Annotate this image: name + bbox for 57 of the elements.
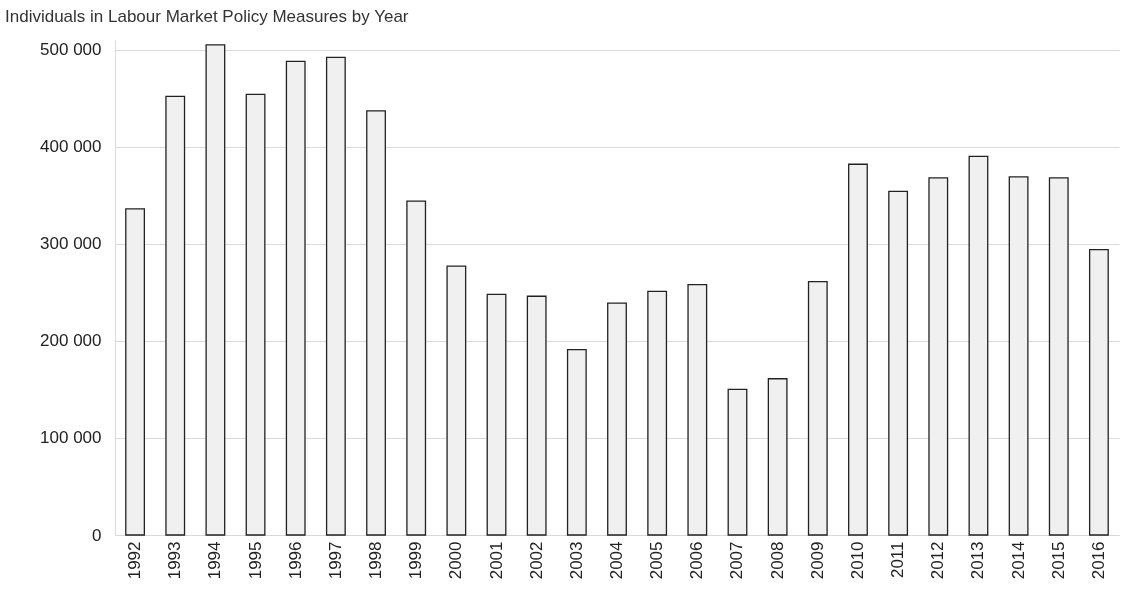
bar <box>1088 249 1109 536</box>
bar <box>607 302 627 536</box>
bar <box>888 190 909 536</box>
bar <box>807 281 828 536</box>
bar <box>285 60 306 536</box>
x-tick-label: 1993 <box>165 541 185 580</box>
bar <box>366 110 386 536</box>
x-tick-label: 2002 <box>526 541 546 580</box>
x-tick-label: 1994 <box>205 541 225 580</box>
bar <box>727 388 748 536</box>
bar <box>1008 176 1029 536</box>
x-tick-label: 1995 <box>245 541 265 580</box>
x-tick-label: 2010 <box>847 541 867 580</box>
x-tick-label: 2009 <box>807 541 827 580</box>
x-tick-label: 2011 <box>888 541 908 579</box>
bar <box>486 293 507 536</box>
bar <box>928 177 949 536</box>
x-tick-label: 1999 <box>406 541 426 580</box>
bar <box>245 93 266 536</box>
x-tick-label: 2015 <box>1048 541 1068 580</box>
x-tick-label: 2013 <box>968 541 988 580</box>
x-tick-label: 2016 <box>1088 541 1108 580</box>
x-tick-label: 2001 <box>486 541 506 580</box>
x-tick-label: 1997 <box>325 541 345 580</box>
bar <box>647 290 668 536</box>
x-tick-label: 2000 <box>446 541 466 580</box>
bar <box>767 378 788 536</box>
y-tick-label: 200 000 <box>40 331 102 351</box>
bar <box>406 200 427 536</box>
x-tick-label: 2008 <box>767 541 787 580</box>
bar <box>165 95 186 536</box>
x-tick-label: 1996 <box>285 541 305 580</box>
x-tick-label: 1998 <box>366 541 386 580</box>
bar <box>205 44 226 536</box>
y-tick-label: 300 000 <box>40 234 102 254</box>
bar <box>1048 177 1069 536</box>
bar <box>125 208 146 536</box>
bar <box>566 348 587 536</box>
x-tick-label: 2003 <box>566 541 586 580</box>
x-tick-label: 2012 <box>928 541 948 580</box>
bar <box>848 163 868 536</box>
bar <box>526 295 547 536</box>
x-tick-label: 2005 <box>647 541 667 580</box>
bar <box>446 265 467 536</box>
y-tick-label: 500 000 <box>40 40 102 60</box>
y-tick-label: 0 <box>92 525 102 545</box>
bar <box>687 283 708 536</box>
y-tick-label: 400 000 <box>40 137 102 157</box>
x-tick-label: 2006 <box>687 541 707 580</box>
x-tick-label: 1992 <box>125 541 145 580</box>
y-tick-label: 100 000 <box>40 428 102 448</box>
x-tick-label: 2007 <box>727 541 747 580</box>
x-tick-label: 2014 <box>1008 541 1028 580</box>
chart-title: Individuals in Labour Market Policy Measures by Year <box>5 7 409 26</box>
bar <box>325 56 346 536</box>
bar <box>968 155 989 536</box>
x-tick-label: 2004 <box>607 541 626 580</box>
